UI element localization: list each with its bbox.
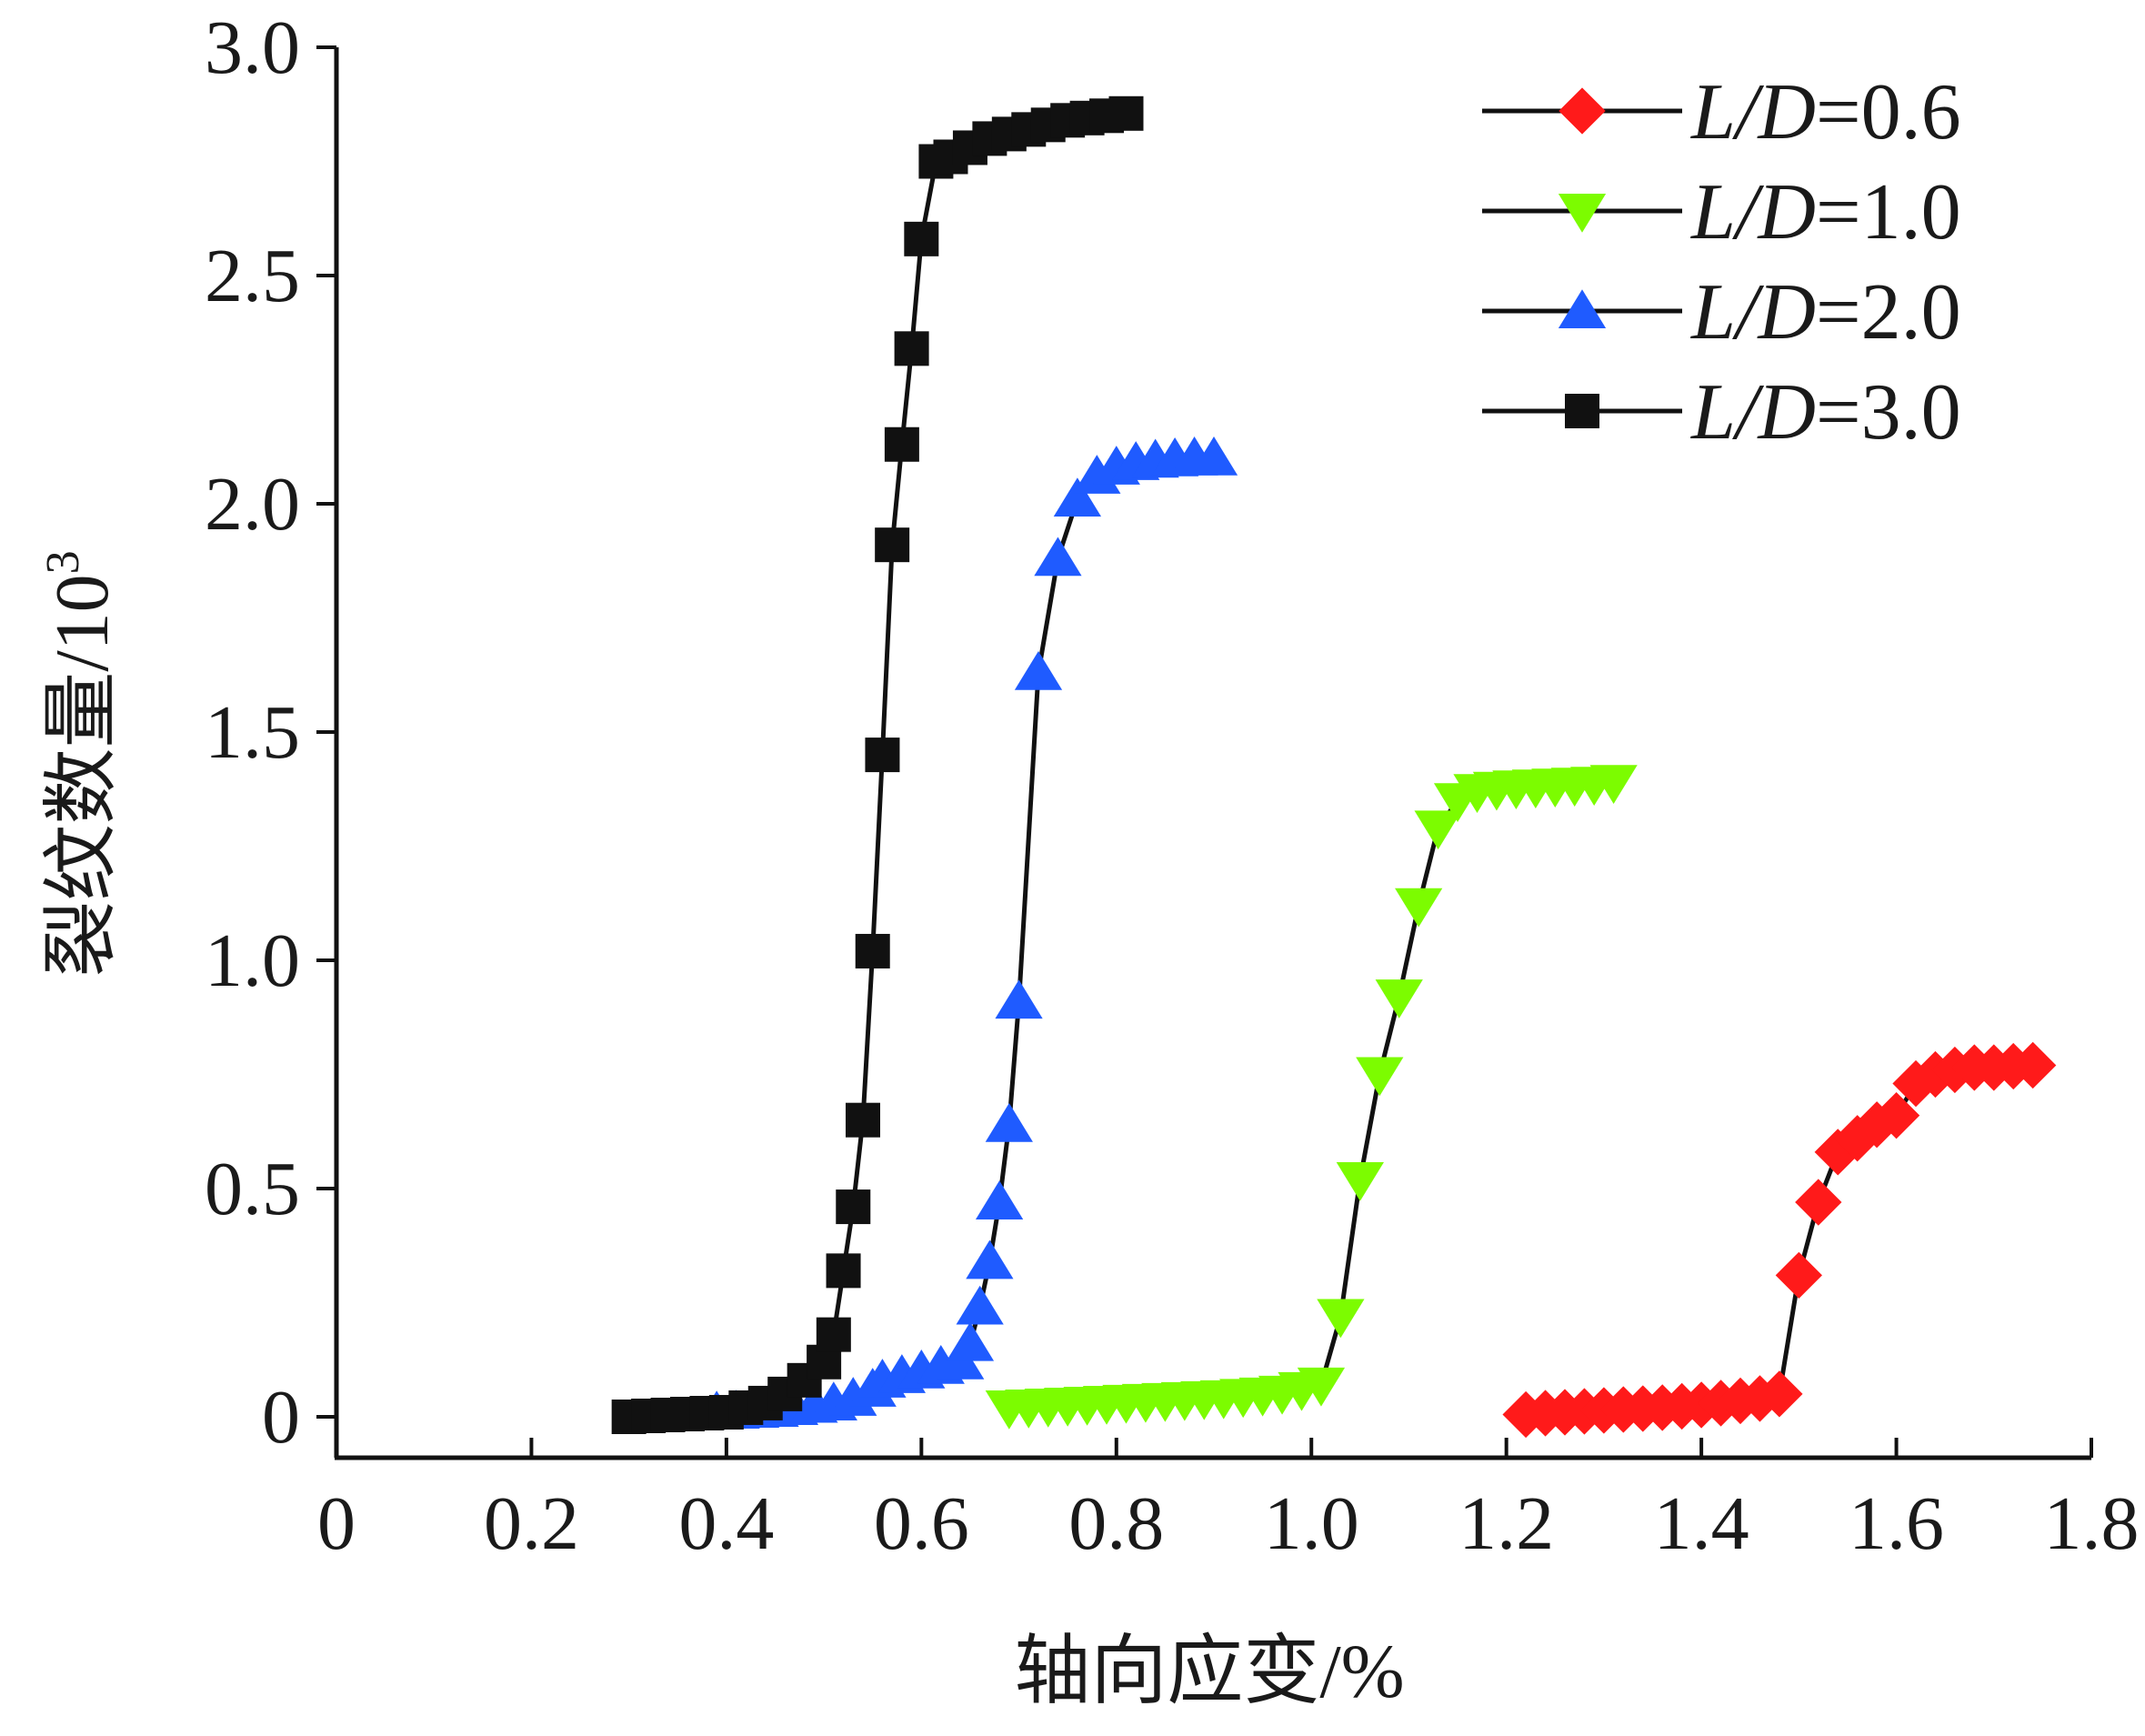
y-tick-label: 1.0 xyxy=(205,918,300,1003)
data-point xyxy=(1756,1370,1803,1418)
legend-label: L/D=1.0 xyxy=(1689,168,1961,256)
x-tick-label: 0.2 xyxy=(484,1481,579,1566)
data-point xyxy=(1736,1375,1784,1422)
legend-marker xyxy=(1559,87,1606,135)
y-tick-label: 1.5 xyxy=(205,690,300,775)
series-3 xyxy=(693,437,1238,1430)
x-tick-label: 1.0 xyxy=(1264,1481,1359,1566)
legend-label: L/D=2.0 xyxy=(1689,268,1961,356)
series-group xyxy=(611,95,2057,1439)
data-point xyxy=(966,1239,1014,1279)
x-tick-label: 0.8 xyxy=(1068,1481,1164,1566)
y-axis-title-group: 裂纹数量/103 xyxy=(37,550,125,977)
data-point xyxy=(894,331,929,366)
data-point xyxy=(1317,1299,1365,1339)
y-axis-title-exponent: 3 xyxy=(37,550,89,574)
x-tick-label: 1.2 xyxy=(1458,1481,1554,1566)
x-tick-label: 1.8 xyxy=(2044,1481,2140,1566)
legend-item: L/D=0.6 xyxy=(1482,68,1961,156)
data-point xyxy=(875,527,910,563)
data-point xyxy=(884,426,919,462)
data-point xyxy=(1892,1059,1940,1108)
data-point xyxy=(975,1180,1024,1220)
data-point xyxy=(1356,1057,1404,1097)
x-axis-title: 轴向应变/% xyxy=(1014,1630,1404,1714)
data-point xyxy=(1053,477,1102,517)
y-tick-label: 2.5 xyxy=(205,234,300,318)
data-point xyxy=(946,1321,995,1361)
y-tick-label: 0 xyxy=(262,1375,300,1460)
series-2 xyxy=(985,765,1638,1430)
data-point xyxy=(1108,95,1144,131)
legend-label-value: =2.0 xyxy=(1816,268,1961,356)
series-4 xyxy=(611,95,1144,1434)
data-point xyxy=(1414,810,1462,850)
y-axis-title: 裂纹数量/103 xyxy=(37,550,125,977)
data-point xyxy=(1336,1161,1384,1201)
legend-marker xyxy=(1558,194,1607,233)
data-point xyxy=(836,1189,871,1225)
data-point xyxy=(816,1317,851,1352)
legend: L/D=0.6L/D=1.0L/D=2.0L/D=3.0 xyxy=(1482,68,1961,457)
axes: 0 0.2 0.4 0.6 0.8 1.0 1.2 1.4 1.6 1.8 0 0.5 1.0 1.5 2.… xyxy=(205,5,2140,1566)
x-tick-label: 1.6 xyxy=(1849,1481,1944,1566)
legend-label-value: =3.0 xyxy=(1816,368,1961,457)
data-point xyxy=(1297,1367,1346,1407)
data-point xyxy=(1775,1251,1822,1299)
series-line xyxy=(717,456,1214,1415)
data-point xyxy=(1189,437,1238,476)
data-point xyxy=(1795,1179,1842,1226)
legend-marker xyxy=(1565,394,1599,428)
data-point xyxy=(1034,537,1082,577)
x-tick-label: 0.6 xyxy=(874,1481,969,1566)
series-line xyxy=(1525,1063,2033,1417)
data-point xyxy=(1911,1050,1960,1099)
y-tick-label: 2.0 xyxy=(205,462,300,547)
data-point xyxy=(1872,1092,1920,1139)
legend-label-italic: L/D xyxy=(1689,68,1816,156)
x-tick-label: 0 xyxy=(317,1481,356,1566)
legend-item: L/D=3.0 xyxy=(1482,368,1961,457)
legend-label-italic: L/D xyxy=(1689,168,1816,256)
legend-marker xyxy=(1558,289,1607,328)
data-point xyxy=(1589,765,1638,804)
x-tick-label: 1.4 xyxy=(1654,1481,1749,1566)
legend-item: L/D=2.0 xyxy=(1482,268,1961,356)
data-point xyxy=(2010,1041,2057,1089)
data-point xyxy=(985,1102,1033,1142)
legend-label-value: =1.0 xyxy=(1816,168,1961,256)
data-point xyxy=(1375,979,1423,1019)
data-point xyxy=(846,1102,880,1138)
data-point xyxy=(1014,650,1063,690)
legend-label: L/D=3.0 xyxy=(1689,368,1961,457)
y-tick-label: 0.5 xyxy=(205,1147,300,1231)
series-1 xyxy=(1502,1041,2057,1439)
series-line xyxy=(1008,779,1614,1410)
data-point xyxy=(995,979,1043,1019)
y-tick-label: 3.0 xyxy=(205,5,300,90)
data-point xyxy=(1853,1101,1900,1149)
x-tick-label: 0.4 xyxy=(678,1481,774,1566)
y-axis-title-main: 裂纹数量/10 xyxy=(40,574,125,977)
data-point xyxy=(1395,888,1443,928)
legend-label-italic: L/D xyxy=(1689,268,1816,356)
legend-label-value: =0.6 xyxy=(1816,68,1961,156)
data-point xyxy=(865,738,900,773)
legend-label-italic: L/D xyxy=(1689,368,1816,457)
data-point xyxy=(826,1253,861,1289)
data-point xyxy=(855,933,890,968)
data-point xyxy=(1814,1129,1861,1176)
legend-label: L/D=0.6 xyxy=(1689,68,1961,156)
data-point xyxy=(904,221,939,256)
data-point xyxy=(956,1285,1004,1325)
legend-item: L/D=1.0 xyxy=(1482,168,1961,256)
